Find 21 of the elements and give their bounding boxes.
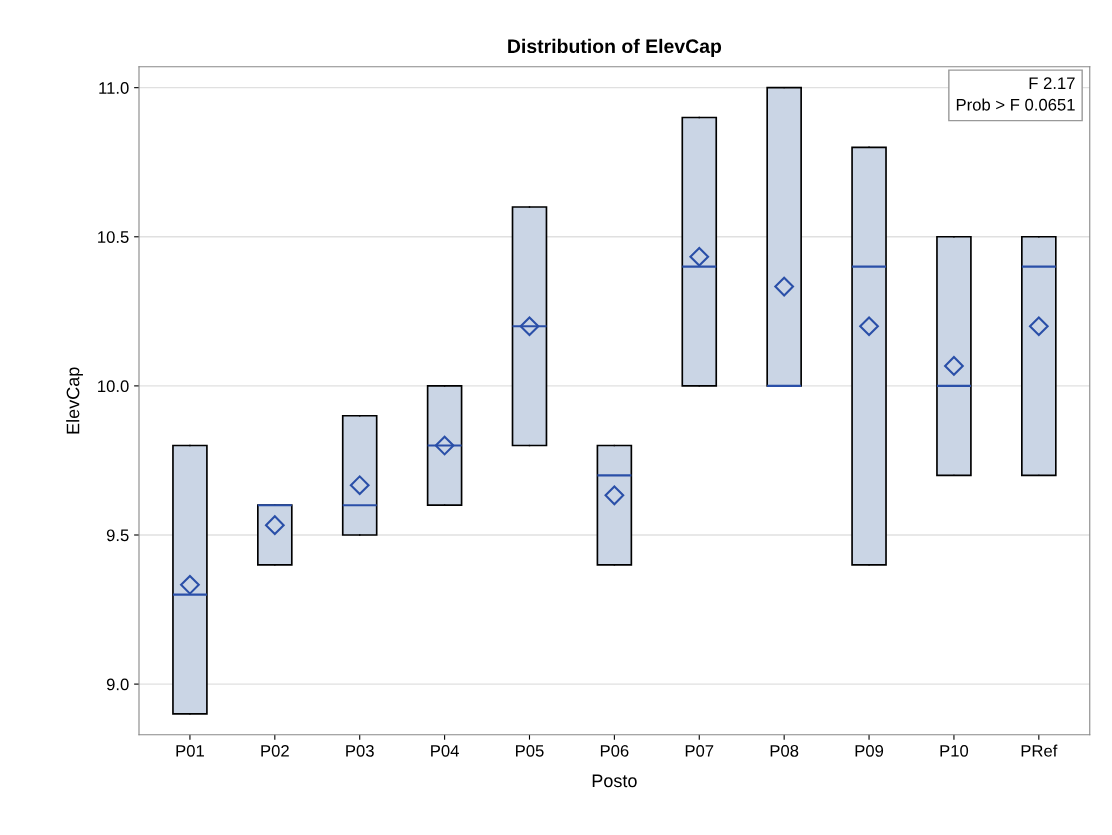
x-tick-label: P05 [516,744,544,757]
x-tick-label: P02 [261,744,289,757]
annotation: F 2.17 [1029,77,1075,89]
x-tick-label: P08 [770,744,799,757]
x-tick-label: P07 [685,744,714,757]
y-axis-title: ElevCap [66,367,83,434]
x-tick-label: P04 [431,744,459,757]
y-tick-label: 10.5 [98,231,129,243]
chart-title: Distribution of ElevCap [508,38,722,57]
x-tick-label: P03 [346,744,374,757]
x-tick-label: P09 [855,744,884,757]
y-tick-label: 11.0 [99,82,129,94]
x-tick-label: PRef [1021,744,1058,757]
annotation: Prob > F 0.0651 [956,98,1075,111]
y-tick-label: 10.0 [98,380,129,393]
x-tick-label: P10 [940,744,969,757]
y-tick-label: 9.5 [106,529,129,542]
y-tick-label: 9.0 [106,678,129,691]
x-tick-label: P01 [176,744,204,757]
x-axis-title: Posto [592,774,637,788]
x-tick-label: P06 [600,744,629,757]
